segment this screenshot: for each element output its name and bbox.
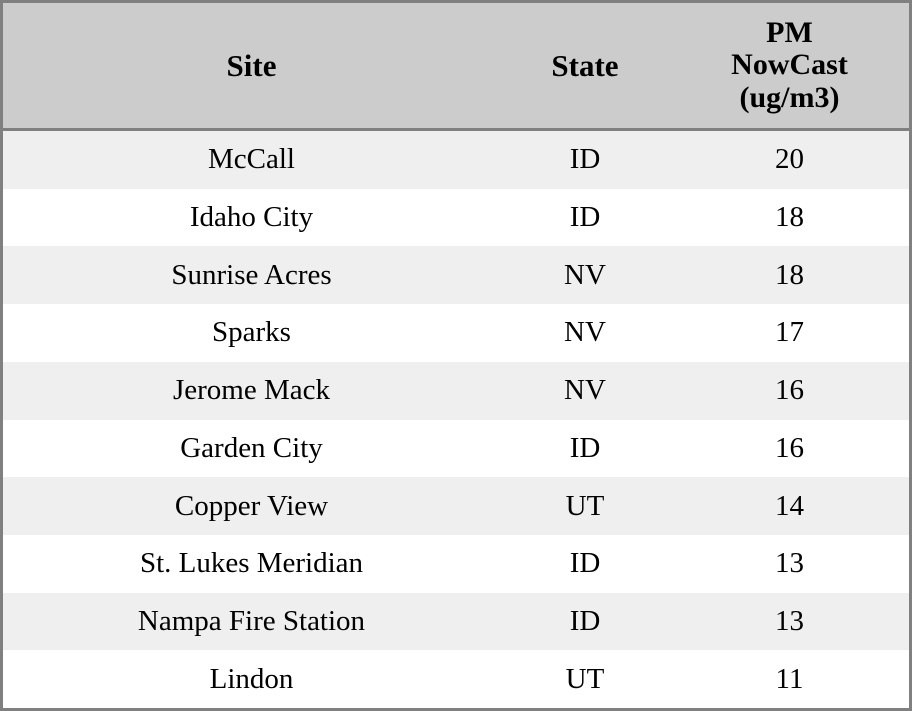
column-header-pm-nowcast: PM NowCast (ug/m3) bbox=[670, 15, 909, 114]
table-row: Sparks NV 17 bbox=[3, 304, 909, 362]
column-header-pm-nowcast-line-2: NowCast bbox=[731, 48, 848, 82]
cell-site: Copper View bbox=[174, 489, 329, 522]
cell-site: Idaho City bbox=[189, 201, 314, 234]
cell-state: ID bbox=[569, 547, 601, 580]
cell-state: NV bbox=[564, 258, 606, 291]
table-row: Nampa Fire Station ID 13 bbox=[3, 592, 909, 651]
cell-pm-nowcast: 13 bbox=[775, 604, 804, 637]
cell-state: ID bbox=[569, 431, 601, 464]
column-header-pm-nowcast-line-1: PM bbox=[766, 15, 813, 49]
table-body: McCall ID 20 Idaho City ID 18 Sunrise Ac… bbox=[3, 131, 909, 709]
cell-pm-nowcast: 18 bbox=[775, 258, 804, 291]
table-row: Idaho City ID 18 bbox=[3, 188, 909, 247]
cell-pm-nowcast: 16 bbox=[775, 431, 804, 464]
cell-pm-nowcast: 11 bbox=[775, 662, 804, 695]
cell-state: ID bbox=[569, 201, 601, 234]
table-row: Lindon UT 11 bbox=[3, 650, 909, 709]
cell-pm-nowcast: 16 bbox=[775, 374, 804, 407]
table-row: Garden City ID 16 bbox=[3, 419, 909, 478]
cell-site: Jerome Mack bbox=[172, 374, 331, 407]
table-row: St. Lukes Meridian ID 13 bbox=[3, 534, 909, 593]
cell-site: Lindon bbox=[209, 662, 294, 695]
column-header-pm-nowcast-line-3: (ug/m3) bbox=[739, 80, 840, 114]
cell-state: UT bbox=[565, 489, 605, 522]
cell-pm-nowcast: 17 bbox=[775, 316, 804, 349]
cell-state: UT bbox=[565, 662, 605, 695]
cell-state: ID bbox=[569, 143, 601, 176]
table-row: Copper View UT 14 bbox=[3, 477, 909, 535]
cell-site: Sparks bbox=[212, 316, 291, 349]
cell-site: Nampa Fire Station bbox=[137, 604, 366, 637]
cell-pm-nowcast: 14 bbox=[775, 489, 804, 522]
cell-site: Garden City bbox=[180, 431, 323, 464]
cell-pm-nowcast: 20 bbox=[775, 143, 804, 176]
column-header-state: State bbox=[551, 47, 619, 83]
table-header-row: Site State PM NowCast (ug/m3) bbox=[3, 3, 909, 131]
cell-pm-nowcast: 13 bbox=[775, 547, 804, 580]
cell-site: McCall bbox=[208, 143, 295, 176]
cell-state: NV bbox=[564, 316, 606, 349]
table-row: Sunrise Acres NV 18 bbox=[3, 246, 909, 305]
cell-state: NV bbox=[564, 374, 606, 407]
cell-state: ID bbox=[569, 604, 601, 637]
table-row: Jerome Mack NV 16 bbox=[3, 361, 909, 420]
column-header-site: Site bbox=[226, 47, 277, 83]
cell-site: Sunrise Acres bbox=[171, 258, 332, 291]
cell-site: St. Lukes Meridian bbox=[139, 547, 364, 580]
cell-pm-nowcast: 18 bbox=[775, 201, 804, 234]
table-row: McCall ID 20 bbox=[3, 131, 909, 189]
